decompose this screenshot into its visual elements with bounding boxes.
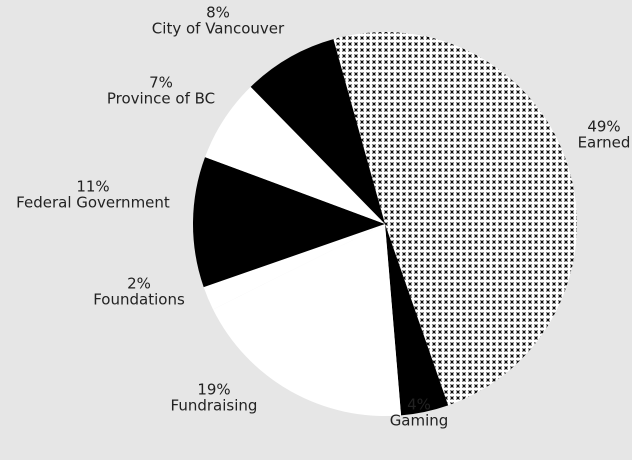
slice-value-label: 19% (197, 381, 230, 399)
pie-slice (203, 224, 385, 310)
slice-label: Gaming (390, 412, 449, 430)
pie-slice (385, 224, 449, 416)
labels: 49%Earned 4%Gaming 19%Fundraising 2%Foundat… (16, 4, 630, 430)
slice-value-label: 49% (587, 118, 620, 136)
slice-value-label: 11% (76, 178, 109, 196)
pie-slice (205, 86, 385, 224)
slice-label: Fundraising (171, 397, 258, 415)
slice-label: Federal Government (16, 194, 170, 212)
slice-label: Province of BC (107, 90, 215, 108)
slice-value-label: 2% (127, 275, 151, 293)
pie-slice (193, 157, 385, 288)
slice-label: Foundations (93, 291, 185, 309)
slice-label: City of Vancouver (152, 20, 285, 38)
pie (193, 32, 577, 416)
pie-slice (213, 224, 402, 416)
slice-value-label: 7% (149, 74, 173, 92)
pie-slice (250, 39, 385, 225)
slice-value-label: 4% (407, 396, 431, 414)
pie-slice (333, 32, 577, 406)
slice-label: Earned (578, 134, 631, 152)
slice-value-label: 8% (206, 4, 230, 22)
